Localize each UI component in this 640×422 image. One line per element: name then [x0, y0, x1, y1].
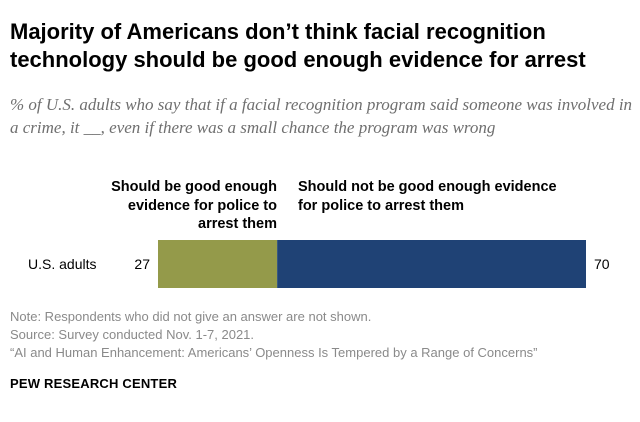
report-title-text: “AI and Human Enhancement: Americans’ Op…: [10, 345, 538, 360]
bar-segment-not-good-enough: [277, 240, 586, 288]
pew-research-center-logo: PEW RESEARCH CENTER: [10, 376, 178, 391]
bar-segment-good-enough: [158, 240, 278, 288]
note-text: Note: Respondents who did not give an an…: [10, 309, 372, 324]
value-label-not-good-enough: 70: [594, 256, 610, 272]
chart-subtitle: % of U.S. adults who say that if a facia…: [10, 95, 633, 137]
value-label-good-enough: 27: [134, 256, 150, 272]
series-label-good-enough: Should be good enough evidence for polic…: [111, 179, 277, 232]
category-label: U.S. adults: [28, 256, 96, 272]
series-label-not-good-enough: Should not be good enough evidence for p…: [298, 179, 557, 214]
source-text: Source: Survey conducted Nov. 1-7, 2021.: [10, 327, 255, 342]
chart-title: Majority of Americans don’t think facial…: [10, 19, 586, 72]
stacked-bar-chart: U.S. adults 27 70: [28, 240, 610, 288]
